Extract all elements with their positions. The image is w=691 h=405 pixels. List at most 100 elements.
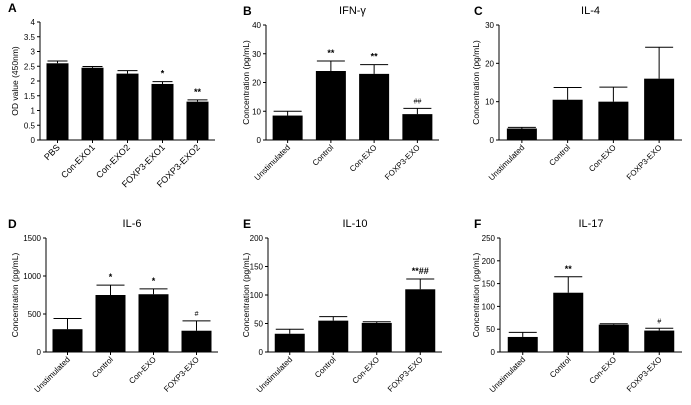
y-tick-label: 150 xyxy=(482,280,496,289)
y-tick-label: 1.5 xyxy=(24,92,36,101)
bar xyxy=(506,128,537,140)
y-tick-label: 0 xyxy=(257,136,262,145)
y-tick-label: 0 xyxy=(490,136,495,145)
category-label: Control xyxy=(547,143,572,168)
category-label: Control xyxy=(548,355,573,380)
y-axis-label: OD value (450nm) xyxy=(10,46,20,116)
significance-annotation: ** xyxy=(565,264,573,274)
y-tick-label: 1500 xyxy=(23,234,41,243)
bar xyxy=(272,115,303,140)
bar xyxy=(181,330,212,352)
category-label: Con-EXO xyxy=(588,355,619,386)
category-label: PBS xyxy=(42,142,62,162)
significance-annotation: **## xyxy=(412,266,429,276)
panel-title: IL-4 xyxy=(581,5,600,17)
y-axis-label: Concentration (pg/mL) xyxy=(471,253,481,338)
significance-annotation: * xyxy=(152,276,156,286)
bar xyxy=(95,295,126,352)
panel-e: E IL-10 Concentration (pg/mL) 0 50 100 150 200 U… xyxy=(241,217,442,394)
bar xyxy=(274,333,305,352)
y-axis-label: Concentration (pg/mL) xyxy=(241,40,251,125)
bar xyxy=(361,322,392,352)
bar xyxy=(46,63,69,140)
y-tick-label: 0 xyxy=(31,136,36,145)
significance-annotation: ## xyxy=(413,98,421,105)
bar xyxy=(598,324,629,352)
y-tick-label: 2 xyxy=(31,77,36,86)
y-tick-label: 10 xyxy=(252,107,261,116)
y-tick-label: 3.5 xyxy=(24,33,36,42)
y-tick-label: 200 xyxy=(250,234,264,243)
category-label: FOXP3-EXO xyxy=(162,355,201,394)
panel-letter: B xyxy=(243,4,252,18)
significance-annotation: ** xyxy=(327,48,335,58)
y-axis-label: Concentration (pg/mL) xyxy=(10,253,20,338)
bar xyxy=(405,289,436,352)
panel-letter: F xyxy=(474,217,481,231)
y-tick-label: 4 xyxy=(31,18,36,27)
category-label: Unstimulated xyxy=(33,355,72,394)
y-tick-label: 20 xyxy=(252,79,261,88)
y-tick-label: 1000 xyxy=(23,272,41,281)
bar xyxy=(116,73,139,140)
category-label: Con-EXO xyxy=(348,143,379,174)
y-tick-label: 500 xyxy=(28,310,42,319)
category-label: Control xyxy=(313,355,338,380)
significance-annotation: ** xyxy=(194,87,202,97)
bar xyxy=(644,330,675,352)
bar xyxy=(186,101,209,140)
significance-annotation: # xyxy=(657,318,661,325)
significance-annotation: * xyxy=(109,272,113,282)
y-tick-label: 30 xyxy=(485,21,494,30)
panel-letter: E xyxy=(243,217,251,231)
y-tick-label: 150 xyxy=(250,263,264,272)
y-tick-label: 10 xyxy=(485,98,494,107)
panel-d: D IL-6 Concentration (pg/mL) 0 500 1000 1500 Un… xyxy=(8,217,218,394)
category-label: FOXP3-EXO xyxy=(386,355,425,394)
category-label: Con-EXO xyxy=(127,355,158,386)
y-tick-label: 50 xyxy=(254,320,263,329)
significance-annotation: ** xyxy=(371,52,379,62)
bar xyxy=(138,294,169,352)
bar xyxy=(318,320,349,352)
panel-title: IFN-γ xyxy=(339,5,366,17)
category-label: Control xyxy=(90,355,115,380)
category-label: Unstimulated xyxy=(488,355,527,394)
category-label: Con-EXO xyxy=(587,143,618,174)
bar xyxy=(81,67,104,140)
panel-title: IL-17 xyxy=(578,218,603,230)
y-tick-label: 3 xyxy=(31,48,36,57)
y-tick-label: 50 xyxy=(486,325,495,334)
bar xyxy=(402,114,433,140)
bar xyxy=(151,83,174,140)
y-tick-label: 100 xyxy=(482,302,496,311)
y-tick-label: 30 xyxy=(252,50,261,59)
bar xyxy=(52,329,83,352)
significance-annotation: # xyxy=(195,311,199,318)
category-label: Con-EXO1 xyxy=(59,142,97,180)
y-tick-label: 250 xyxy=(482,234,496,243)
category-label: FOXP3-EXO xyxy=(625,143,664,182)
bar xyxy=(507,336,538,352)
bar xyxy=(644,78,675,140)
y-tick-label: 0 xyxy=(37,348,42,357)
category-label: FOXP3-EXO xyxy=(625,355,664,394)
category-label: Con-EXO2 xyxy=(94,142,132,180)
panel-b: B IFN-γ Concentration (pg/mL) 0 10 20 30 40 Unst… xyxy=(241,4,439,182)
panel-c: C IL-4 Concentration (pg/mL) 0 10 20 30 Unstimu… xyxy=(471,4,682,182)
y-tick-label: 0.5 xyxy=(24,121,36,130)
y-tick-label: 2.5 xyxy=(24,62,36,71)
y-tick-label: 0 xyxy=(259,348,264,357)
bar xyxy=(598,101,629,140)
y-tick-label: 20 xyxy=(485,59,494,68)
bar xyxy=(552,99,583,140)
bar xyxy=(359,73,390,140)
panel-letter: D xyxy=(8,217,17,231)
bar xyxy=(315,71,346,140)
significance-annotation: * xyxy=(161,69,165,79)
category-label: Unstimulated xyxy=(253,143,292,182)
y-tick-label: 200 xyxy=(482,257,496,266)
bar xyxy=(553,292,584,352)
y-tick-label: 40 xyxy=(252,21,261,30)
